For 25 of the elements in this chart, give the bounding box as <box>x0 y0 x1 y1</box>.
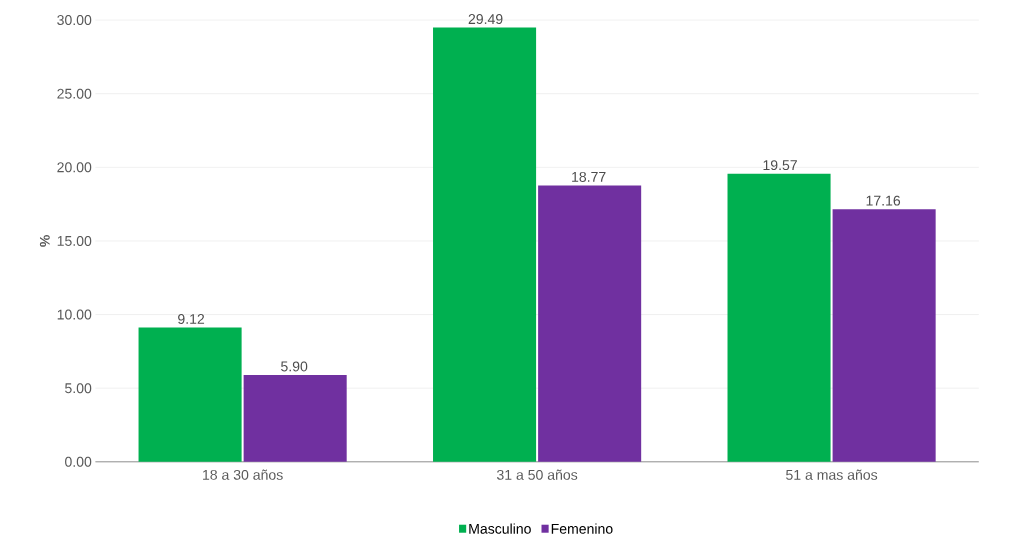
y-tick-label: 30.00 <box>57 15 92 25</box>
y-axis-title: % <box>39 234 50 247</box>
data-label: 18.77 <box>572 171 606 182</box>
data-label: 5.90 <box>281 361 308 372</box>
legend-label: Masculino <box>469 523 531 534</box>
bar <box>832 209 936 462</box>
x-tick-label: 31 a 50 años <box>497 469 578 480</box>
bar <box>538 185 642 462</box>
y-tick-label: 20.00 <box>57 162 92 173</box>
bar <box>727 173 831 462</box>
y-tick-label: 10.00 <box>57 309 92 320</box>
legend-label: Femenino <box>551 523 613 534</box>
y-tick-label: 25.00 <box>57 88 92 99</box>
data-label: 19.57 <box>763 160 797 171</box>
y-tick-label: 15.00 <box>57 235 92 246</box>
x-tick-label: 18 a 30 años <box>203 469 283 480</box>
bar <box>243 374 347 462</box>
data-label: 17.16 <box>866 195 901 206</box>
data-label: 29.49 <box>468 14 503 24</box>
bar <box>138 327 242 462</box>
x-tick-label: 51 a mas años <box>786 469 878 480</box>
data-label: 9.12 <box>178 313 205 324</box>
bar <box>433 27 537 462</box>
y-tick-label: 0.00 <box>65 456 92 467</box>
y-tick-label: 5.00 <box>65 383 92 394</box>
